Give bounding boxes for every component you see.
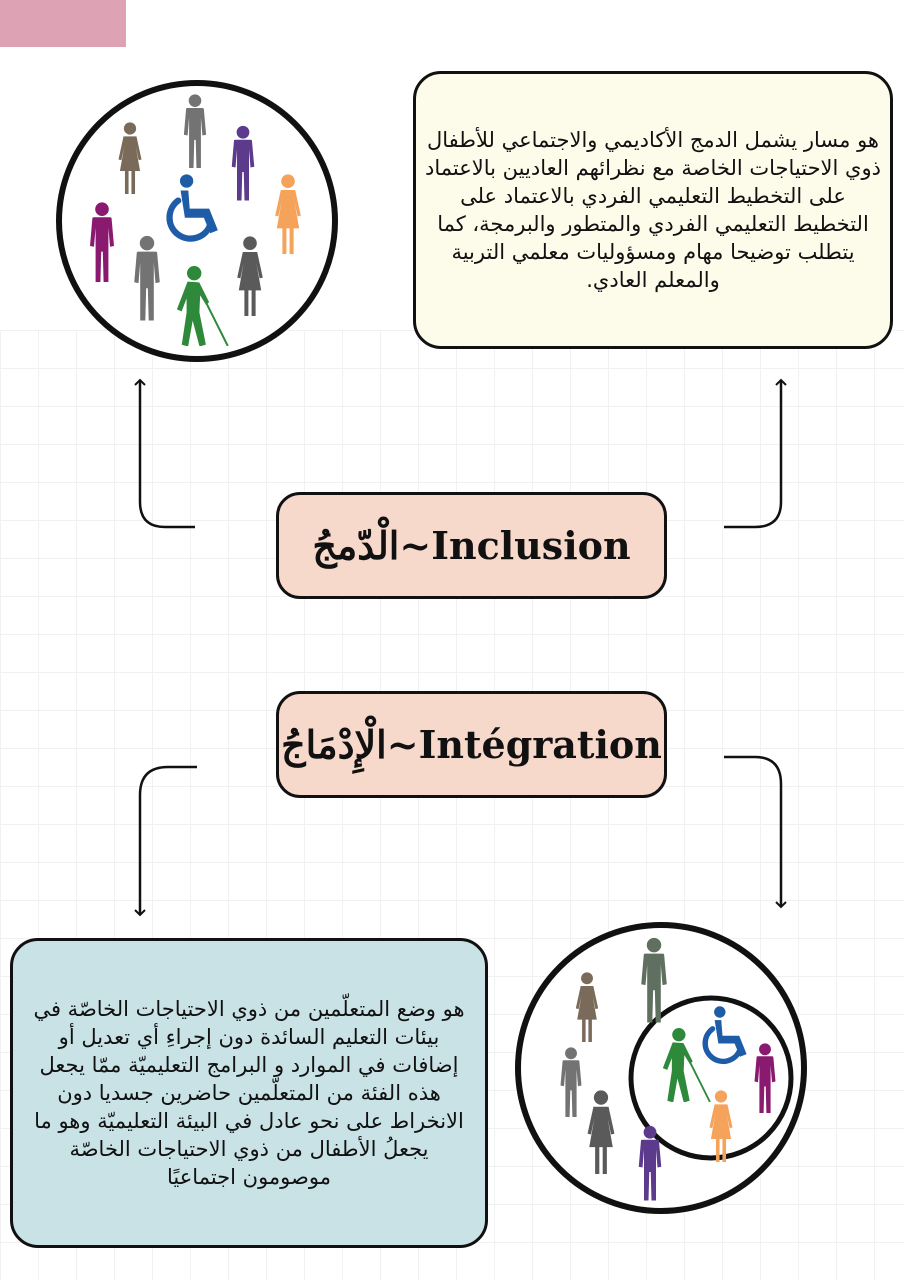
integration-term-label: الْإِدْمَاجُ~Intégration [281,722,662,767]
inclusion-definition-text: هو مسار يشمل الدمج الأكاديمي والاجتماعي … [425,128,881,292]
inner-circle [628,995,794,1161]
arrow-integration-to-circle [724,755,787,909]
arrow-inclusion-to-definition [724,378,787,529]
inclusion-term-box: الْدّمجُ~Inclusion [276,492,667,599]
accent-tab [0,0,126,47]
integration-definition-text: هو وضع المتعلّمين من ذوي الاحتياجات الخا… [33,997,465,1189]
arrow-inclusion-to-circle [134,378,195,529]
inclusion-term-label: الْدّمجُ~Inclusion [312,523,631,568]
integration-definition-box: هو وضع المتعلّمين من ذوي الاحتياجات الخا… [10,938,488,1248]
people-circle-inclusion-icon [56,80,338,362]
people-circle-integration-icon [515,922,807,1214]
integration-term-box: الْإِدْمَاجُ~Intégration [276,691,667,798]
arrow-integration-to-definition [134,765,197,917]
inclusion-definition-box: هو مسار يشمل الدمج الأكاديمي والاجتماعي … [413,71,893,349]
